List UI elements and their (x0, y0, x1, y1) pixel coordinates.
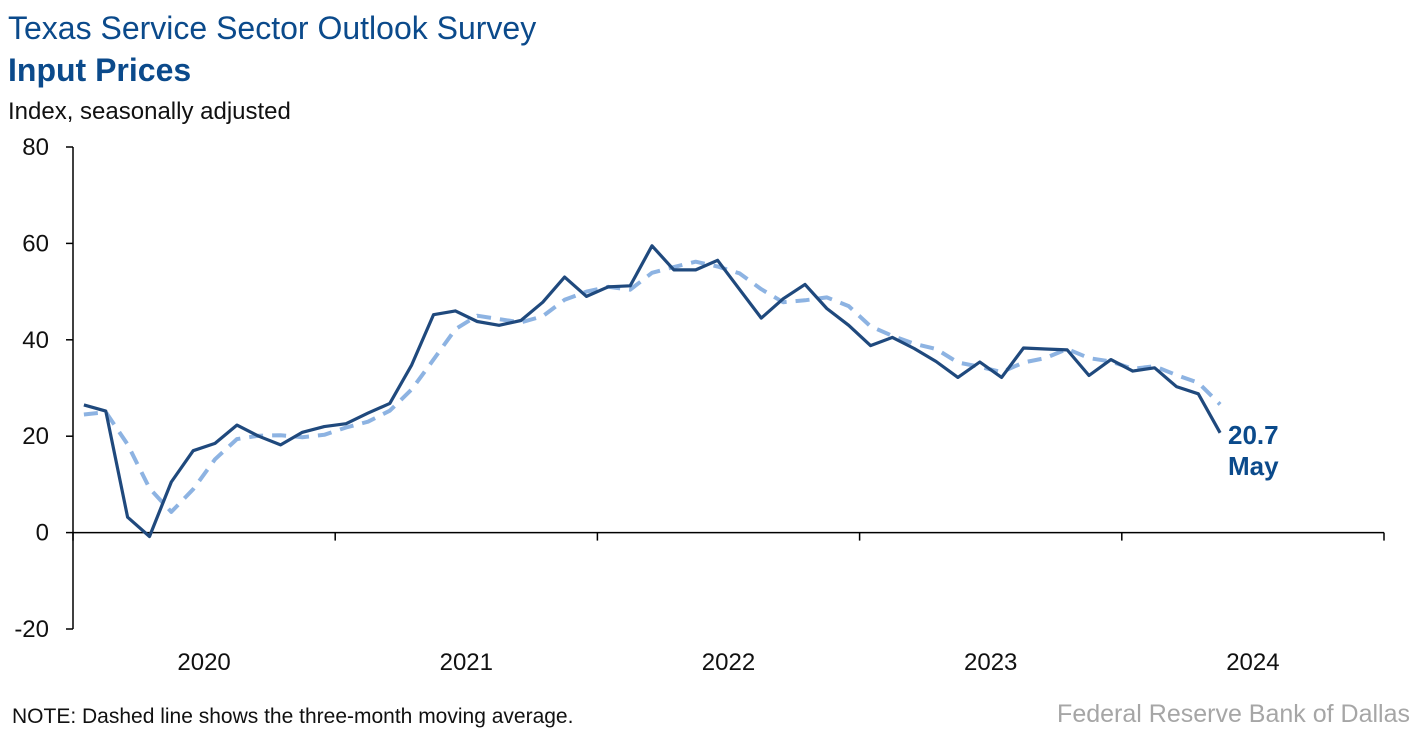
y-tick-label: 0 (36, 520, 49, 547)
y-tick-label: 20 (22, 423, 49, 450)
end-value-label: 20.7 (1228, 420, 1279, 450)
end-month-label: May (1228, 451, 1279, 481)
y-axis-label: Index, seasonally adjusted (8, 98, 291, 125)
chart-series (83, 244, 1222, 539)
chart-annotations: 20.7 May (1228, 420, 1279, 481)
x-tick-label: 2023 (964, 649, 1017, 676)
moving-average-line (83, 259, 1222, 514)
chart-subtitle: Input Prices (8, 52, 192, 88)
x-tick-label: 2021 (440, 649, 493, 676)
x-tick-label: 2020 (177, 649, 230, 676)
footnote: NOTE: Dashed line shows the three-month … (12, 705, 574, 728)
x-tick-label: 2024 (1226, 649, 1279, 676)
y-tick-label: 60 (22, 230, 49, 257)
source-credit: Federal Reserve Bank of Dallas (1057, 700, 1410, 728)
y-tick-label: 80 (22, 134, 49, 161)
input-prices-line (83, 244, 1222, 539)
chart-axes: -20 0 20 40 60 80 2020 2021 2022 2023 2024 (14, 134, 1385, 676)
chart-title: Texas Service Sector Outlook Survey (8, 10, 537, 46)
y-tick-label: 40 (22, 327, 49, 354)
y-tick-label: -20 (14, 616, 49, 643)
x-tick-label: 2022 (702, 649, 755, 676)
